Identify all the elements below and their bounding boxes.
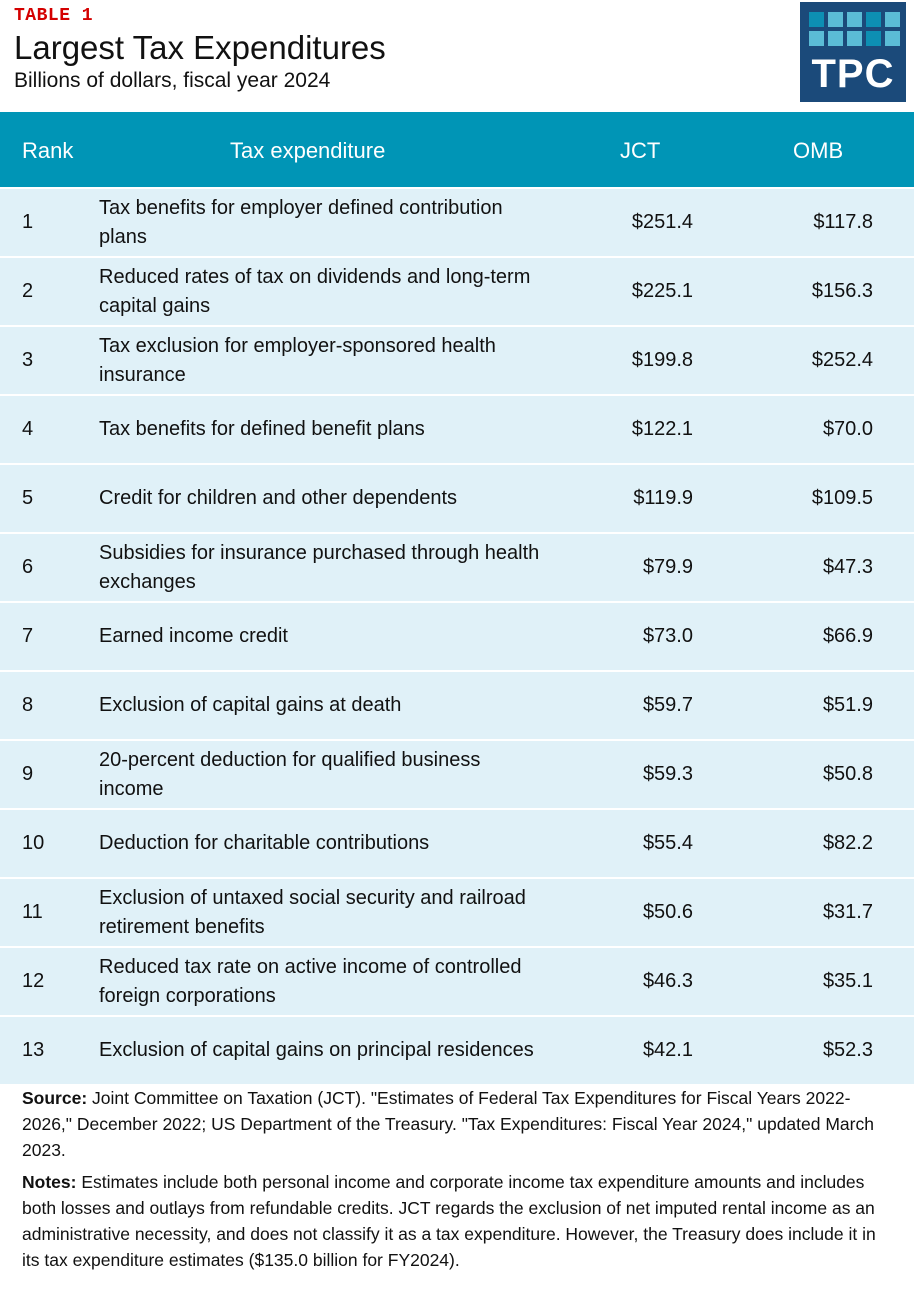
omb-cell: $66.9	[822, 625, 873, 647]
table-row: 11 Exclusion of untaxed social security a…	[0, 877, 914, 946]
omb-cell: $70.0	[822, 418, 873, 440]
jct-cell: $73.0	[642, 625, 693, 647]
notes: Notes: Estimates include both personal i…	[22, 1169, 892, 1273]
omb-cell: $156.3	[811, 280, 873, 302]
expenditure-cell: Tax exclusion for employer-sponsored hea…	[99, 334, 496, 386]
column-header-rank: Rank	[22, 138, 74, 163]
logo-tile	[847, 12, 862, 27]
rank-cell: 7	[22, 625, 34, 647]
omb-cell: $109.5	[811, 487, 873, 509]
table-footer: Source: Joint Committee on Taxation (JCT…	[22, 1085, 892, 1279]
expenditure-cell: 20-percent deduction for qualified busin…	[99, 748, 481, 800]
logo-text: TPC	[811, 52, 895, 96]
expenditure-cell: Subsidies for insurance purchased throug…	[99, 541, 540, 593]
jct-cell: $119.9	[633, 487, 693, 509]
table-label: TABLE 1	[14, 6, 94, 26]
table-row: 4 Tax benefits for defined benefit plans $…	[0, 394, 914, 463]
table-row: 5 Credit for children and other dependent…	[0, 463, 914, 532]
expenditure-cell: Exclusion of capital gains on principal …	[99, 1039, 534, 1061]
jct-cell: $50.6	[642, 901, 693, 923]
table-row: 13 Exclusion of capital gains on principa…	[0, 1015, 914, 1084]
rank-cell: 1	[22, 211, 34, 233]
rank-cell: 2	[22, 280, 34, 302]
omb-cell: $35.1	[822, 970, 873, 992]
logo-tile-grid-icon	[809, 12, 900, 46]
expenditure-cell: Credit for children and other dependents	[99, 487, 458, 509]
table-row: 2 Reduced rates of tax on dividends and l…	[0, 256, 914, 325]
notes-label: Notes:	[22, 1172, 77, 1192]
table-header-row: Rank Tax expenditure JCT OMB	[0, 112, 914, 187]
tax-expenditures-table: Rank Tax expenditure JCT OMB 1 Tax benefi…	[0, 112, 914, 1084]
rank-cell: 13	[22, 1039, 45, 1061]
jct-cell: $79.9	[642, 556, 693, 578]
omb-cell: $31.7	[822, 901, 873, 923]
jct-cell: $199.8	[631, 349, 693, 371]
rank-cell: 10	[22, 832, 45, 854]
page-subtitle: Billions of dollars, fiscal year 2024	[14, 69, 331, 92]
table-row: 7 Earned income credit $73.0 $66.9	[0, 601, 914, 670]
omb-cell: $51.9	[822, 694, 873, 716]
expenditure-cell: Tax benefits for employer defined contri…	[99, 196, 503, 248]
omb-cell: $252.4	[811, 349, 873, 371]
expenditure-cell: Reduced tax rate on active income of con…	[99, 955, 522, 1007]
table-row: 8 Exclusion of capital gains at death $59.…	[0, 670, 914, 739]
jct-cell: $122.1	[631, 418, 693, 440]
table-row: 9 20-percent deduction for qualified busi…	[0, 739, 914, 808]
logo-tile	[809, 31, 824, 46]
source-label: Source:	[22, 1088, 88, 1108]
logo-tile	[885, 31, 900, 46]
column-header-omb: OMB	[793, 138, 844, 163]
logo-tile	[866, 31, 881, 46]
logo-tile	[885, 12, 900, 27]
table-row: 6 Subsidies for insurance purchased throu…	[0, 532, 914, 601]
rank-cell: 8	[22, 694, 34, 716]
page-title: Largest Tax Expenditures	[14, 29, 386, 66]
jct-cell: $46.3	[642, 970, 693, 992]
table-body: 1 Tax benefits for employer defined contr…	[0, 187, 914, 1084]
table-row: 3 Tax exclusion for employer-sponsored he…	[0, 325, 914, 394]
source-note: Source: Joint Committee on Taxation (JCT…	[22, 1085, 892, 1163]
table-header: TABLE 1 Largest Tax Expenditures Billion…	[14, 6, 386, 94]
expenditure-cell: Tax benefits for defined benefit plans	[99, 418, 425, 440]
notes-text: Estimates include both personal income a…	[22, 1172, 876, 1270]
omb-cell: $47.3	[822, 556, 873, 578]
source-text: Joint Committee on Taxation (JCT). "Esti…	[22, 1088, 874, 1160]
omb-cell: $82.2	[822, 832, 873, 854]
jct-cell: $42.1	[642, 1039, 693, 1061]
table-row: 12 Reduced tax rate on active income of c…	[0, 946, 914, 1015]
column-header-jct: JCT	[620, 138, 661, 163]
expenditure-cell: Earned income credit	[99, 625, 288, 647]
rank-cell: 11	[22, 901, 43, 923]
rank-cell: 6	[22, 556, 34, 578]
rank-cell: 3	[22, 349, 34, 371]
jct-cell: $55.4	[642, 832, 693, 854]
logo-tile	[866, 12, 881, 27]
logo-tile	[809, 12, 824, 27]
jct-cell: $59.3	[642, 763, 693, 785]
logo-tile	[828, 12, 843, 27]
omb-cell: $50.8	[822, 763, 873, 785]
tpc-logo: TPC	[800, 2, 906, 102]
jct-cell: $251.4	[631, 211, 693, 233]
logo-tile	[847, 31, 862, 46]
rank-cell: 9	[22, 763, 34, 785]
jct-cell: $225.1	[631, 280, 693, 302]
table-row: 1 Tax benefits for employer defined contr…	[0, 187, 914, 256]
rank-cell: 4	[22, 418, 34, 440]
rank-cell: 5	[22, 487, 34, 509]
omb-cell: $52.3	[822, 1039, 873, 1061]
expenditure-cell: Exclusion of untaxed social security and…	[99, 886, 526, 938]
expenditure-cell: Deduction for charitable contributions	[99, 832, 430, 854]
table-row: 10 Deduction for charitable contributions…	[0, 808, 914, 877]
omb-cell: $117.8	[813, 211, 873, 233]
logo-tile	[828, 31, 843, 46]
jct-cell: $59.7	[642, 694, 693, 716]
rank-cell: 12	[22, 970, 45, 992]
column-header-expenditure: Tax expenditure	[230, 138, 386, 163]
expenditure-cell: Exclusion of capital gains at death	[99, 694, 402, 716]
expenditure-cell: Reduced rates of tax on dividends and lo…	[99, 265, 531, 317]
